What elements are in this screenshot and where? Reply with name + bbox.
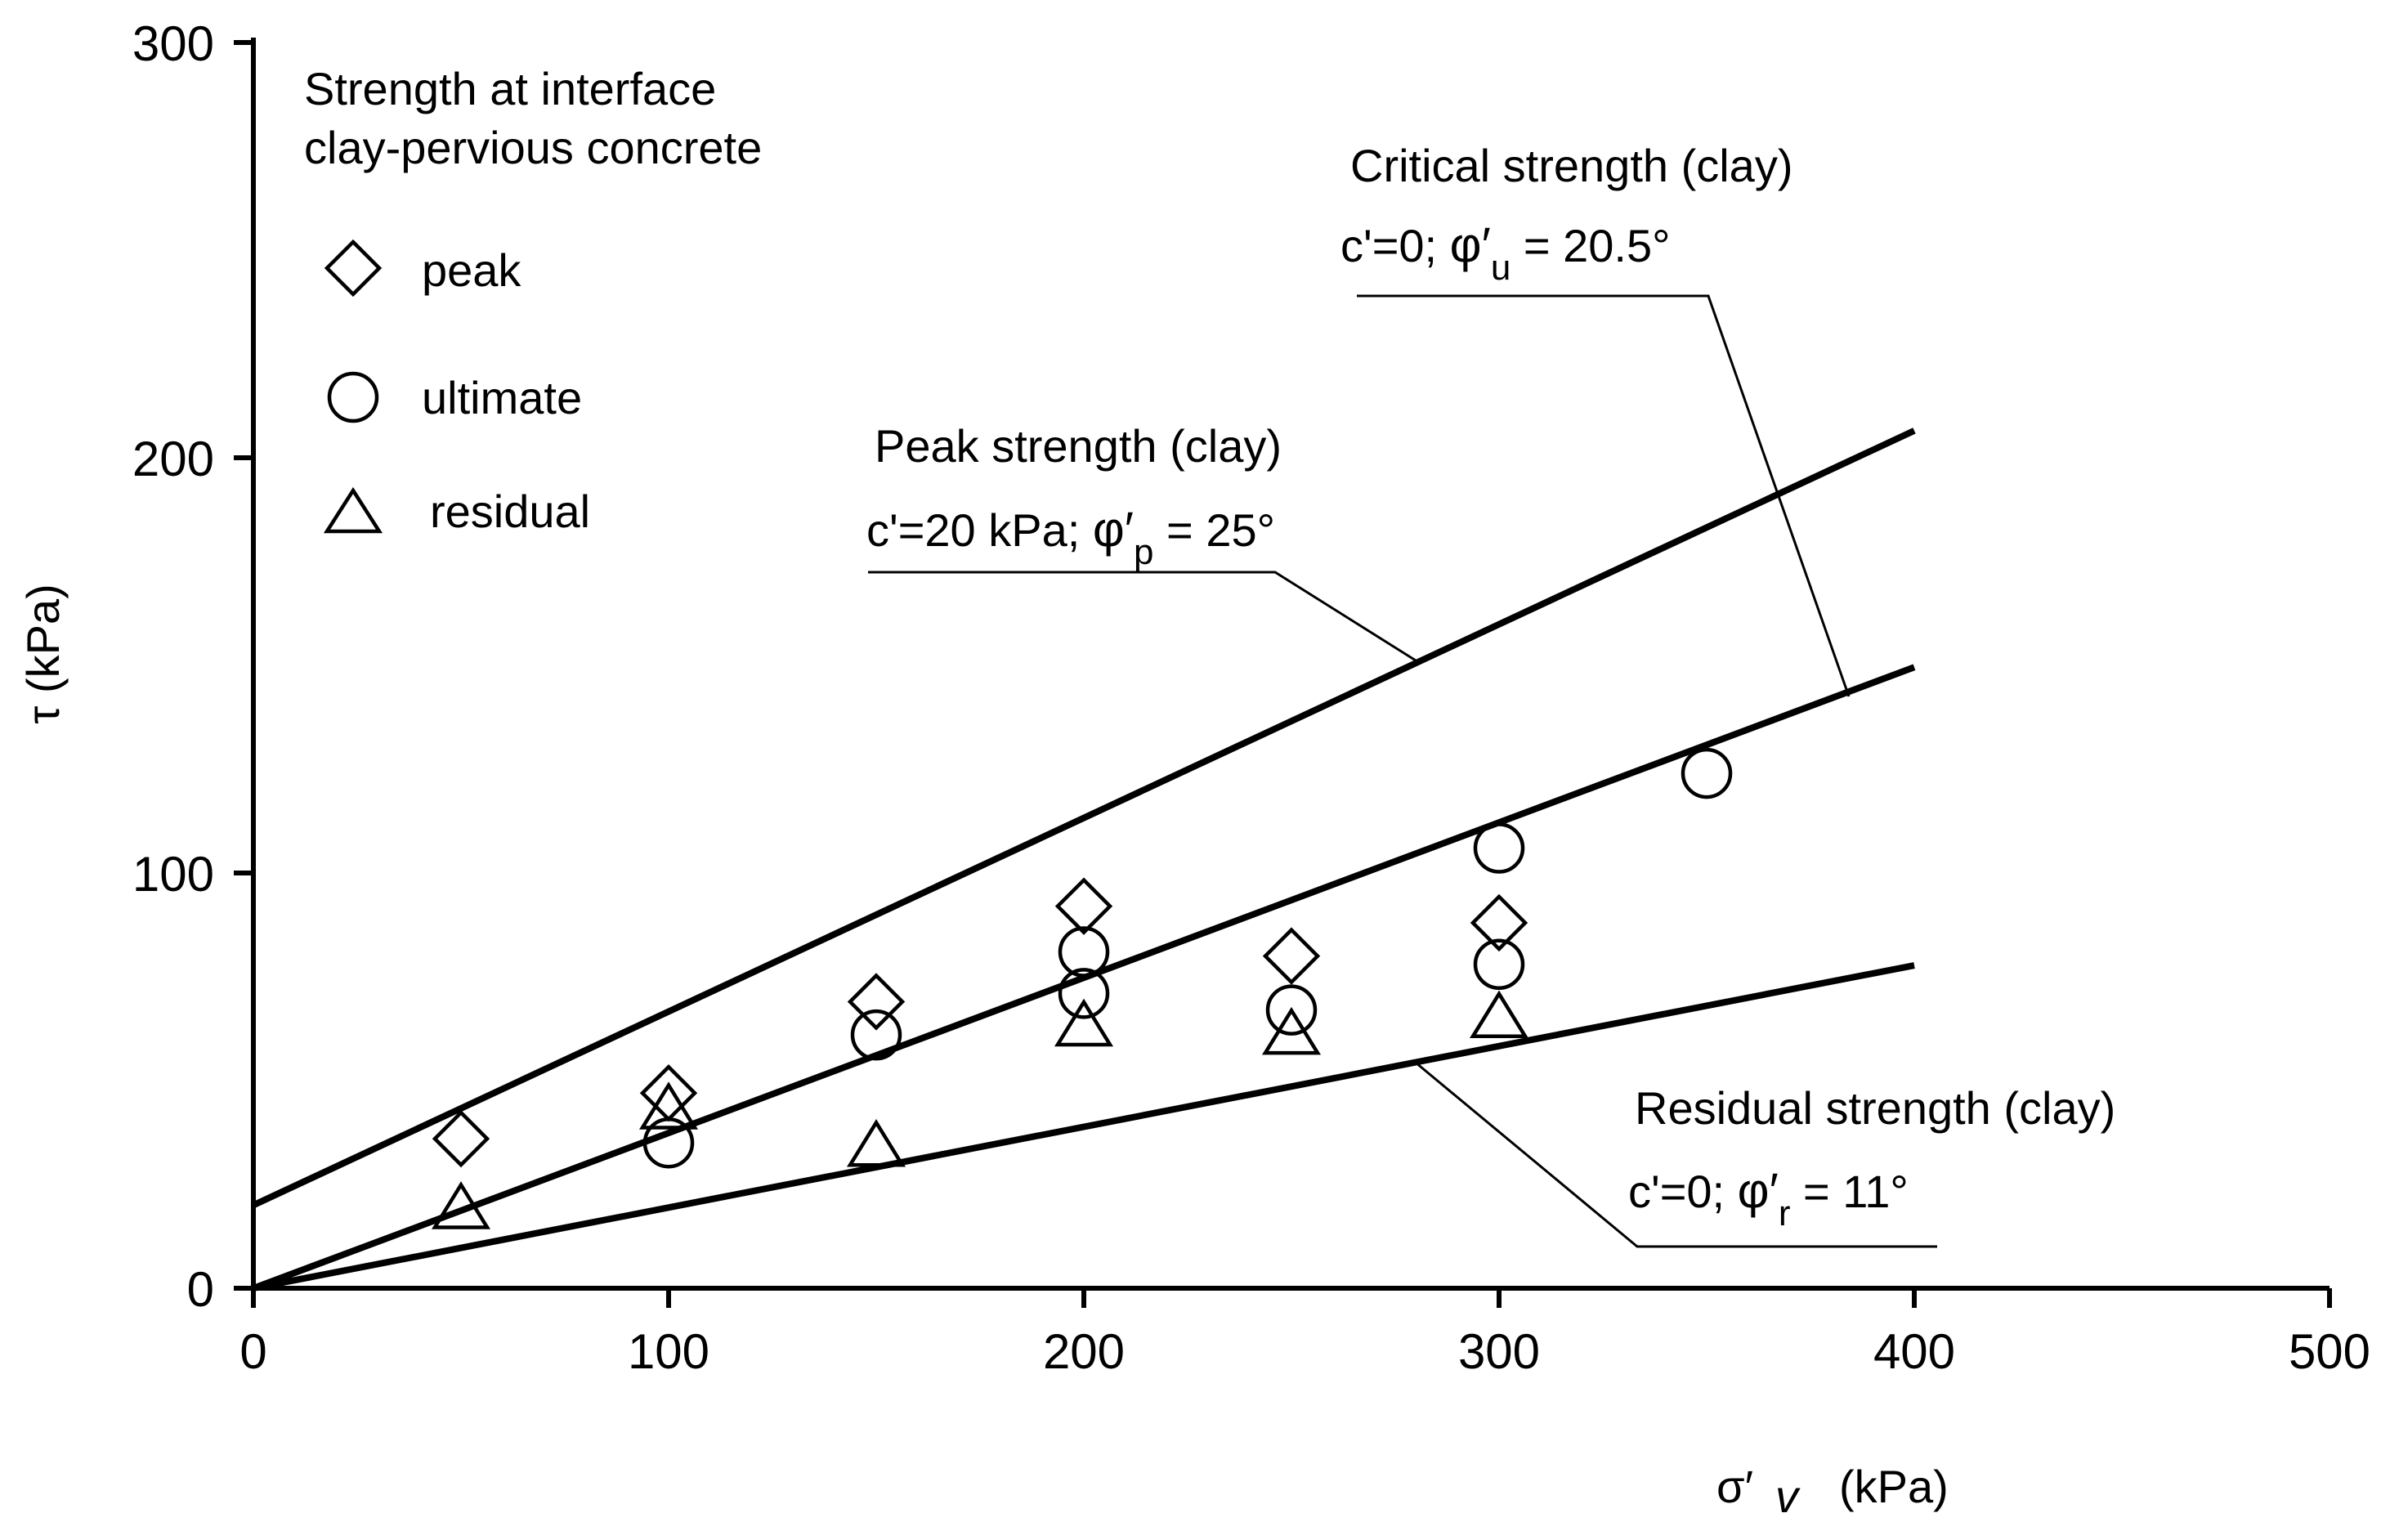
legend-entry-residual: residual: [430, 486, 590, 537]
y-tick-label: 200: [132, 432, 214, 486]
peak-eq-prefix: c'=20 kPa;: [866, 504, 1093, 556]
peak-eq-value: = 25°: [1154, 504, 1276, 556]
x-tick-label: 400: [1873, 1324, 1955, 1379]
x-tick-label: 300: [1458, 1324, 1540, 1379]
ultimate-point: [1473, 938, 1525, 991]
peak-leader-line: [868, 571, 1417, 662]
x-axis-label: σ′ v (kPa): [1716, 1461, 1949, 1522]
peak-point: [639, 1064, 698, 1122]
y-tick-label: 300: [132, 16, 214, 71]
ultimate-point: [1265, 984, 1318, 1036]
residual-eq-prefix: c'=0;: [1628, 1166, 1738, 1217]
legend-entry-peak: peak: [422, 244, 521, 296]
peak-point: [1262, 927, 1321, 985]
ultimate-point: [850, 1009, 902, 1061]
peak-strength-equation: c'=20 kPa; φ′p = 25°: [866, 502, 1275, 572]
leader-lines: [868, 294, 1937, 1248]
x-tick-label: 500: [2289, 1324, 2370, 1379]
legend-triangle-marker: [323, 486, 383, 534]
residual-point: [846, 1118, 906, 1167]
residual-point: [638, 1081, 699, 1130]
ultimate-point: [642, 1117, 695, 1169]
x-axis-unit: (kPa): [1839, 1461, 1949, 1512]
legend-entry-ultimate: ultimate: [422, 372, 582, 423]
critical-leader-line: [1357, 294, 1851, 697]
ultimate-point: [1681, 747, 1733, 799]
peak-eq-sub: p: [1134, 532, 1153, 572]
x-axis-symbol-sub: v: [1775, 1471, 1801, 1522]
residual-strength-annotation: Residual strength (clay) c'=0; φ′r = 11°: [1628, 1082, 2115, 1233]
critical-strength-annotation: Critical strength (clay) c'=0; φ′u = 20.…: [1340, 140, 1792, 288]
residual-strength-title: Residual strength (clay): [1635, 1082, 2115, 1134]
residual-point: [431, 1181, 491, 1229]
legend: Strength at interface clay-pervious conc…: [304, 63, 762, 537]
residual-point: [1261, 1006, 1322, 1055]
legend-diamond-marker: [324, 239, 383, 298]
y-axis-label: τ (kPa): [17, 584, 69, 723]
residual-point: [1469, 990, 1529, 1039]
peak-strength-line: [252, 428, 1916, 1209]
residual-eq-value: = 11°: [1790, 1166, 1908, 1217]
peak-point: [432, 1109, 490, 1168]
ultimate-point: [1058, 968, 1110, 1019]
x-tick-label: 200: [1043, 1324, 1125, 1379]
axis-ticks: 0 100 200 300 400 500 0 100 200 300: [132, 16, 2370, 1379]
critical-strength-line: [252, 664, 1916, 1292]
peak-strength-annotation: Peak strength (clay) c'=20 kPa; φ′p = 25…: [866, 420, 1282, 572]
peak-strength-title: Peak strength (clay): [875, 420, 1282, 472]
x-tick-label: 100: [628, 1324, 709, 1379]
critical-strength-title: Critical strength (clay): [1350, 140, 1792, 191]
peak-point: [847, 973, 906, 1031]
legend-title-line-1: Strength at interface: [304, 63, 716, 114]
residual-point: [1054, 998, 1114, 1047]
x-axis-symbol: σ′: [1716, 1461, 1753, 1512]
ultimate-point: [1058, 926, 1110, 978]
critical-eq-prefix: c'=0;: [1340, 220, 1450, 271]
legend-title-line-2: clay-pervious concrete: [304, 122, 762, 173]
peak-point: [1470, 893, 1528, 952]
residual-strength-equation: c'=0; φ′r = 11°: [1628, 1163, 1909, 1233]
residual-leader-line: [1415, 1061, 1937, 1248]
y-axis-label-text: τ (kPa): [17, 584, 69, 723]
ultimate-point: [1473, 822, 1525, 874]
peak-eq-phi: φ′: [1093, 502, 1134, 557]
y-tick-label: 100: [132, 847, 214, 902]
y-tick-label: 0: [187, 1262, 214, 1317]
strength-lines: [252, 428, 1916, 1292]
residual-strength-line: [253, 962, 1915, 1292]
peak-point: [1054, 877, 1113, 935]
critical-eq-value: = 20.5°: [1511, 220, 1670, 271]
critical-eq-sub: u: [1491, 248, 1511, 288]
x-tick-label: 0: [239, 1324, 266, 1379]
residual-eq-phi: φ′: [1738, 1163, 1779, 1218]
data-points: [431, 747, 1733, 1229]
critical-strength-equation: c'=0; φ′u = 20.5°: [1340, 217, 1671, 288]
critical-eq-phi: φ′: [1450, 217, 1491, 272]
legend-circle-marker: [327, 371, 379, 423]
residual-eq-sub: r: [1779, 1193, 1791, 1233]
